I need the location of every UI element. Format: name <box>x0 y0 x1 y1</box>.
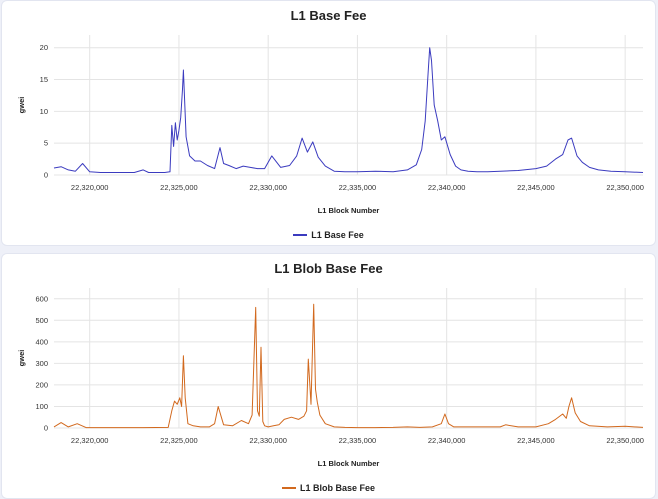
legend[interactable]: L1 Blob Base Fee <box>2 483 655 493</box>
base-fee-chart-panel: L1 Base Fee 0 5 10 15 20 22,320,000 22,325,000… <box>1 0 656 246</box>
x-tick-label: 22,335,000 <box>339 183 377 192</box>
series-line <box>53 47 644 173</box>
x-tick-label: 22,335,000 <box>339 436 377 445</box>
y-tick-label: 200 <box>35 380 48 389</box>
chart-title: L1 Blob Base Fee <box>274 261 383 276</box>
legend-swatch <box>281 486 296 489</box>
y-tick-label: 15 <box>40 75 48 84</box>
legend-label: L1 Blob Base Fee <box>299 483 376 493</box>
x-tick-label: 22,320,000 <box>71 183 109 192</box>
x-tick-label: 22,350,000 <box>606 183 644 192</box>
x-tick-label: 22,350,000 <box>606 436 644 445</box>
x-tick-label: 22,330,000 <box>249 436 287 445</box>
x-axis-label: L1 Block Number <box>318 459 380 468</box>
y-tick-label: 300 <box>35 359 48 368</box>
x-axis-label: L1 Block Number <box>318 206 380 215</box>
legend-swatch <box>293 233 308 236</box>
y-axis-label: gwei <box>17 97 26 114</box>
x-tick-label: 22,340,000 <box>428 183 466 192</box>
blob-base-fee-chart-panel: L1 Blob Base Fee 0 100 200 300 400 500 600 22,3… <box>1 253 656 499</box>
x-tick-label: 22,325,000 <box>160 436 198 445</box>
y-tick-label: 100 <box>35 402 48 411</box>
y-tick-label: 500 <box>35 316 48 325</box>
x-tick-label: 22,345,000 <box>517 183 555 192</box>
x-tick-label: 22,340,000 <box>428 436 466 445</box>
blob-base-fee-plot: 0 100 200 300 400 500 600 22,320,000 22,325,000 2… <box>17 288 644 468</box>
base-fee-plot: 0 5 10 15 20 22,320,000 22,325,000 22,330,000 22… <box>17 35 644 215</box>
y-tick-label: 400 <box>35 337 48 346</box>
y-tick-label: 20 <box>40 43 48 52</box>
y-tick-label: 0 <box>44 171 48 180</box>
y-tick-label: 10 <box>40 107 48 116</box>
legend[interactable]: L1 Base Fee <box>2 230 655 240</box>
y-axis-label: gwei <box>17 350 26 367</box>
x-tick-label: 22,320,000 <box>71 436 109 445</box>
x-tick-label: 22,325,000 <box>160 183 198 192</box>
y-tick-label: 600 <box>35 294 48 303</box>
chart-title: L1 Base Fee <box>290 8 367 23</box>
y-tick-label: 5 <box>44 139 48 148</box>
y-tick-label: 0 <box>44 424 48 433</box>
legend-label: L1 Base Fee <box>311 230 364 240</box>
series-line <box>53 303 644 429</box>
x-tick-label: 22,345,000 <box>517 436 555 445</box>
x-tick-label: 22,330,000 <box>249 183 287 192</box>
